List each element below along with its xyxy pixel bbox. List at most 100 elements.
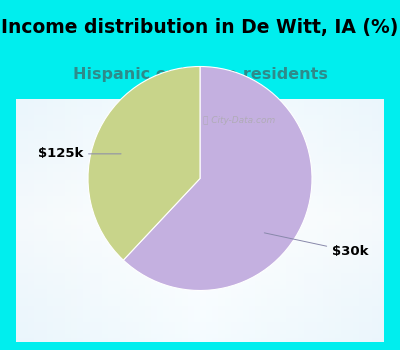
Bar [139, 99, 145, 342]
Bar [206, 99, 212, 342]
Bar [132, 99, 139, 342]
Bar [16, 318, 384, 322]
Bar [65, 99, 71, 342]
Bar [16, 200, 384, 204]
Bar [108, 99, 114, 342]
Bar [16, 103, 384, 107]
Bar [16, 204, 384, 208]
Bar [16, 220, 384, 225]
Bar [16, 160, 384, 164]
Bar [71, 99, 77, 342]
Bar [16, 147, 384, 152]
Bar [188, 99, 194, 342]
Bar [114, 99, 120, 342]
Bar [304, 99, 310, 342]
Bar [16, 249, 384, 253]
Bar [353, 99, 360, 342]
FancyBboxPatch shape [16, 99, 384, 342]
Bar [16, 233, 384, 237]
Bar [378, 99, 384, 342]
Bar [298, 99, 304, 342]
Bar [182, 99, 188, 342]
Bar [16, 127, 384, 131]
Bar [316, 99, 323, 342]
Bar [16, 302, 384, 306]
Wedge shape [123, 66, 312, 290]
Text: $125k: $125k [38, 147, 121, 160]
Bar [16, 241, 384, 245]
Bar [372, 99, 378, 342]
Bar [16, 261, 384, 265]
Bar [34, 99, 40, 342]
Bar [286, 99, 292, 342]
Bar [169, 99, 176, 342]
Bar [77, 99, 84, 342]
Bar [16, 298, 384, 302]
Bar [16, 216, 384, 221]
Bar [194, 99, 200, 342]
Bar [335, 99, 341, 342]
Bar [16, 107, 384, 111]
Bar [224, 99, 231, 342]
Bar [16, 99, 384, 103]
Bar [16, 168, 384, 172]
Bar [16, 176, 384, 180]
Bar [310, 99, 316, 342]
Bar [90, 99, 96, 342]
Bar [16, 237, 384, 241]
Text: Income distribution in De Witt, IA (%): Income distribution in De Witt, IA (%) [1, 18, 399, 37]
Bar [16, 281, 384, 285]
Bar [47, 99, 53, 342]
Bar [16, 196, 384, 200]
Bar [16, 144, 384, 147]
Bar [84, 99, 90, 342]
Bar [16, 306, 384, 310]
Bar [53, 99, 59, 342]
Bar [16, 156, 384, 160]
Bar [16, 289, 384, 294]
Bar [16, 257, 384, 261]
Text: Hispanic or Latino residents: Hispanic or Latino residents [72, 67, 328, 82]
Bar [126, 99, 132, 342]
Bar [16, 322, 384, 326]
Bar [261, 99, 268, 342]
Bar [16, 314, 384, 318]
Bar [16, 277, 384, 281]
Bar [347, 99, 353, 342]
Bar [274, 99, 280, 342]
Bar [163, 99, 169, 342]
Bar [280, 99, 286, 342]
Bar [341, 99, 347, 342]
Bar [255, 99, 261, 342]
Text: $30k: $30k [264, 233, 369, 258]
Bar [16, 111, 384, 115]
Bar [243, 99, 249, 342]
Bar [16, 330, 384, 334]
Bar [16, 164, 384, 168]
Bar [16, 139, 384, 144]
Bar [16, 152, 384, 156]
Bar [16, 172, 384, 176]
Bar [157, 99, 163, 342]
Bar [231, 99, 237, 342]
Bar [16, 253, 384, 257]
Bar [237, 99, 243, 342]
Bar [323, 99, 329, 342]
Bar [16, 188, 384, 192]
Bar [366, 99, 372, 342]
Bar [120, 99, 126, 342]
Bar [22, 99, 28, 342]
Bar [212, 99, 218, 342]
Bar [200, 99, 206, 342]
Bar [16, 184, 384, 188]
Bar [16, 208, 384, 212]
Bar [16, 310, 384, 314]
Bar [28, 99, 34, 342]
Bar [218, 99, 224, 342]
Bar [96, 99, 102, 342]
Bar [292, 99, 298, 342]
Bar [16, 338, 384, 342]
Bar [16, 115, 384, 119]
Bar [16, 269, 384, 273]
Bar [145, 99, 151, 342]
